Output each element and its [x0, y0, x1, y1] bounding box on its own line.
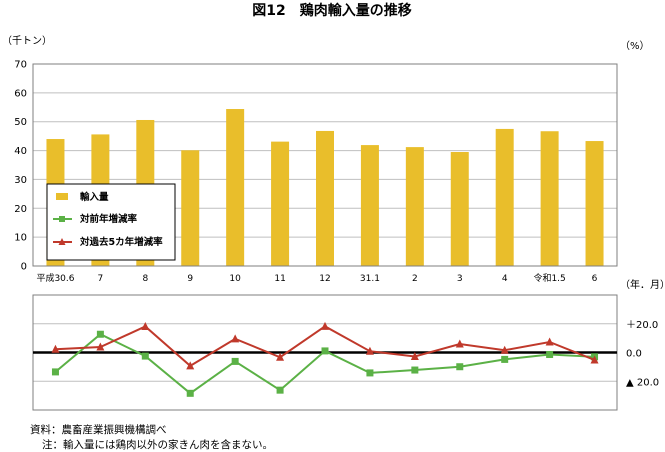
bar: [495, 128, 514, 266]
point-5yr: [96, 342, 105, 351]
point-yoy: [276, 386, 284, 394]
x-tick-label: 9: [187, 274, 193, 284]
series-line-5yr: [55, 325, 595, 368]
point-yoy: [51, 368, 59, 376]
legend-swatch-import-volume: [56, 193, 68, 200]
point-5yr: [500, 345, 509, 354]
line-y-tick-label: ＋20.0: [626, 320, 658, 331]
point-yoy: [366, 369, 374, 377]
bar: [360, 145, 379, 266]
bar: [585, 141, 604, 266]
point-5yr: [545, 337, 554, 346]
point-5yr: [141, 321, 150, 330]
point-yoy: [411, 366, 419, 374]
point-5yr: [186, 361, 195, 370]
bar-y-tick-label: 20: [14, 204, 27, 215]
bar-y-tick-label: 60: [14, 88, 27, 99]
bar-y-tick-label: 0: [21, 262, 27, 273]
footer-note: 注：輸入量には鶏肉以外の家きん肉を含まない。: [42, 439, 273, 451]
legend-marker-yoy: [59, 216, 65, 222]
line-y-axis-label: （%）: [620, 40, 650, 52]
point-5yr: [410, 352, 419, 361]
chart-title: 図12 鶏肉輸入量の推移: [252, 2, 411, 19]
bar-y-ticks: 0 10 20 30 40 50 60 70: [14, 60, 27, 273]
legend-marker-5yr: [58, 238, 66, 245]
point-5yr: [365, 346, 374, 355]
x-tick-label: 10: [229, 274, 241, 284]
x-tick-label: 11: [274, 274, 285, 284]
x-tick-label: 12: [319, 274, 330, 284]
point-5yr: [231, 334, 240, 343]
legend: 輸入量 対前年増減率 対過去5カ年増減率: [46, 183, 176, 261]
x-axis-label: （年．月）: [620, 278, 665, 291]
x-tick-label: 6: [592, 274, 598, 284]
x-tick-label: 2: [412, 274, 418, 284]
point-yoy: [231, 357, 239, 365]
bar: [405, 147, 424, 266]
bar: [181, 150, 200, 266]
bar: [540, 131, 559, 266]
bar-y-tick-label: 70: [14, 60, 27, 71]
legend-label-import-volume: 輸入量: [80, 191, 109, 203]
point-yoy: [321, 347, 329, 355]
x-tick-label: 平成30.6: [36, 272, 74, 284]
point-5yr: [276, 352, 285, 361]
x-tick-label: 7: [98, 274, 104, 284]
footer-source: 資料：農畜産業振興機構調べ: [30, 424, 167, 436]
line-y-ticks: ＋20.0 0.0 ▲ 20.0: [626, 320, 659, 389]
lines: [51, 321, 599, 397]
x-tick-label: 令和1.5: [533, 272, 565, 284]
bar-y-axis-label: （千トン）: [2, 35, 52, 47]
point-yoy: [456, 363, 464, 371]
bar: [316, 130, 334, 266]
bar-y-tick-label: 40: [14, 146, 27, 157]
x-tick-label: 4: [502, 274, 508, 284]
bar-plot-frame: [32, 63, 618, 267]
bar: [450, 152, 469, 266]
point-yoy: [96, 330, 104, 338]
x-tick-label: 3: [457, 274, 463, 284]
point-5yr: [51, 344, 60, 353]
line-y-tick-label: 0.0: [626, 349, 642, 360]
point-5yr: [455, 339, 464, 348]
point-yoy: [546, 351, 554, 359]
x-tick-labels: 平成30.6 7 8 9 10 11 12 31.1 2 3 4 令和1.5 6: [36, 272, 597, 284]
point-5yr: [321, 321, 329, 330]
series-line-yoy: [54, 333, 595, 395]
legend-label-5yr: 対過去5カ年増減率: [79, 236, 163, 248]
line-panel: ＋20.0 0.0 ▲ 20.0: [32, 294, 659, 411]
line-y-tick-label: ▲ 20.0: [626, 377, 659, 388]
legend-label-yoy: 対前年増減率: [79, 213, 138, 225]
point-yoy: [501, 355, 509, 363]
legend-box: [46, 183, 176, 261]
point-yoy: [186, 389, 194, 397]
x-tick-label: 31.1: [360, 274, 380, 284]
bar: [271, 141, 290, 266]
bar-y-tick-label: 30: [14, 175, 27, 186]
point-5yr: [590, 355, 599, 364]
point-yoy: [141, 352, 149, 360]
bar: [226, 109, 245, 266]
bar-y-tick-label: 50: [14, 117, 27, 128]
x-tick-label: 8: [142, 274, 148, 284]
bar-y-tick-label: 10: [14, 233, 27, 244]
